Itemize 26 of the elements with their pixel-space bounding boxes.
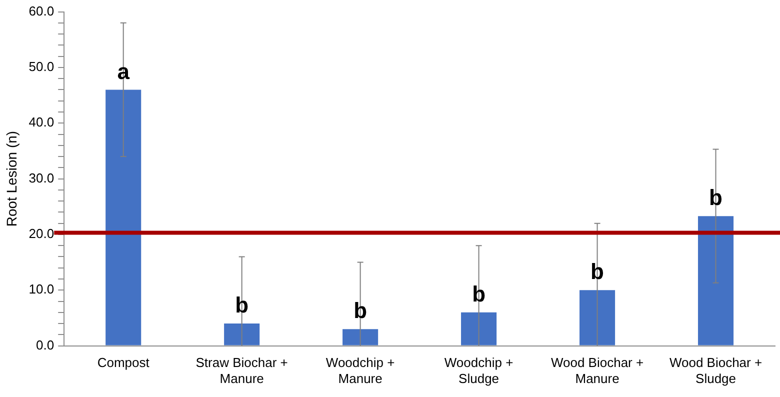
annotation: a: [117, 58, 130, 84]
x-tick-label: Compost: [97, 355, 150, 370]
y-axis-title: Root Lesion (n): [3, 130, 20, 227]
x-tick-label: Woodchip + Sludge: [444, 355, 514, 386]
y-tick-label: 60.0: [28, 3, 54, 18]
bar: [342, 329, 378, 346]
bar: [224, 324, 260, 346]
y-tick-label: 50.0: [28, 59, 54, 74]
bar: [698, 216, 734, 346]
annotation: b: [354, 298, 368, 324]
y-tick-label: 20.0: [28, 226, 54, 242]
bar: [106, 90, 142, 346]
y-tick-label: 0.0: [36, 337, 54, 352]
annotation: b: [472, 281, 486, 306]
bar: [461, 312, 497, 346]
y-tick-label: 40.0: [28, 114, 54, 130]
y-tick-label: 30.0: [28, 170, 54, 186]
annotation: b: [709, 185, 722, 210]
x-tick-label: Wood Biochar + Sludge: [669, 355, 762, 386]
x-tick-label: Woodchip + Manure: [326, 355, 395, 386]
annotation: b: [590, 259, 604, 284]
annotation: b: [235, 292, 249, 318]
x-tick-label: Straw Biochar + Manure: [196, 355, 288, 386]
bar: [580, 290, 616, 346]
x-tick-label: Wood Biochar + Manure: [550, 355, 644, 386]
y-tick-label: 10.0: [28, 282, 54, 297]
